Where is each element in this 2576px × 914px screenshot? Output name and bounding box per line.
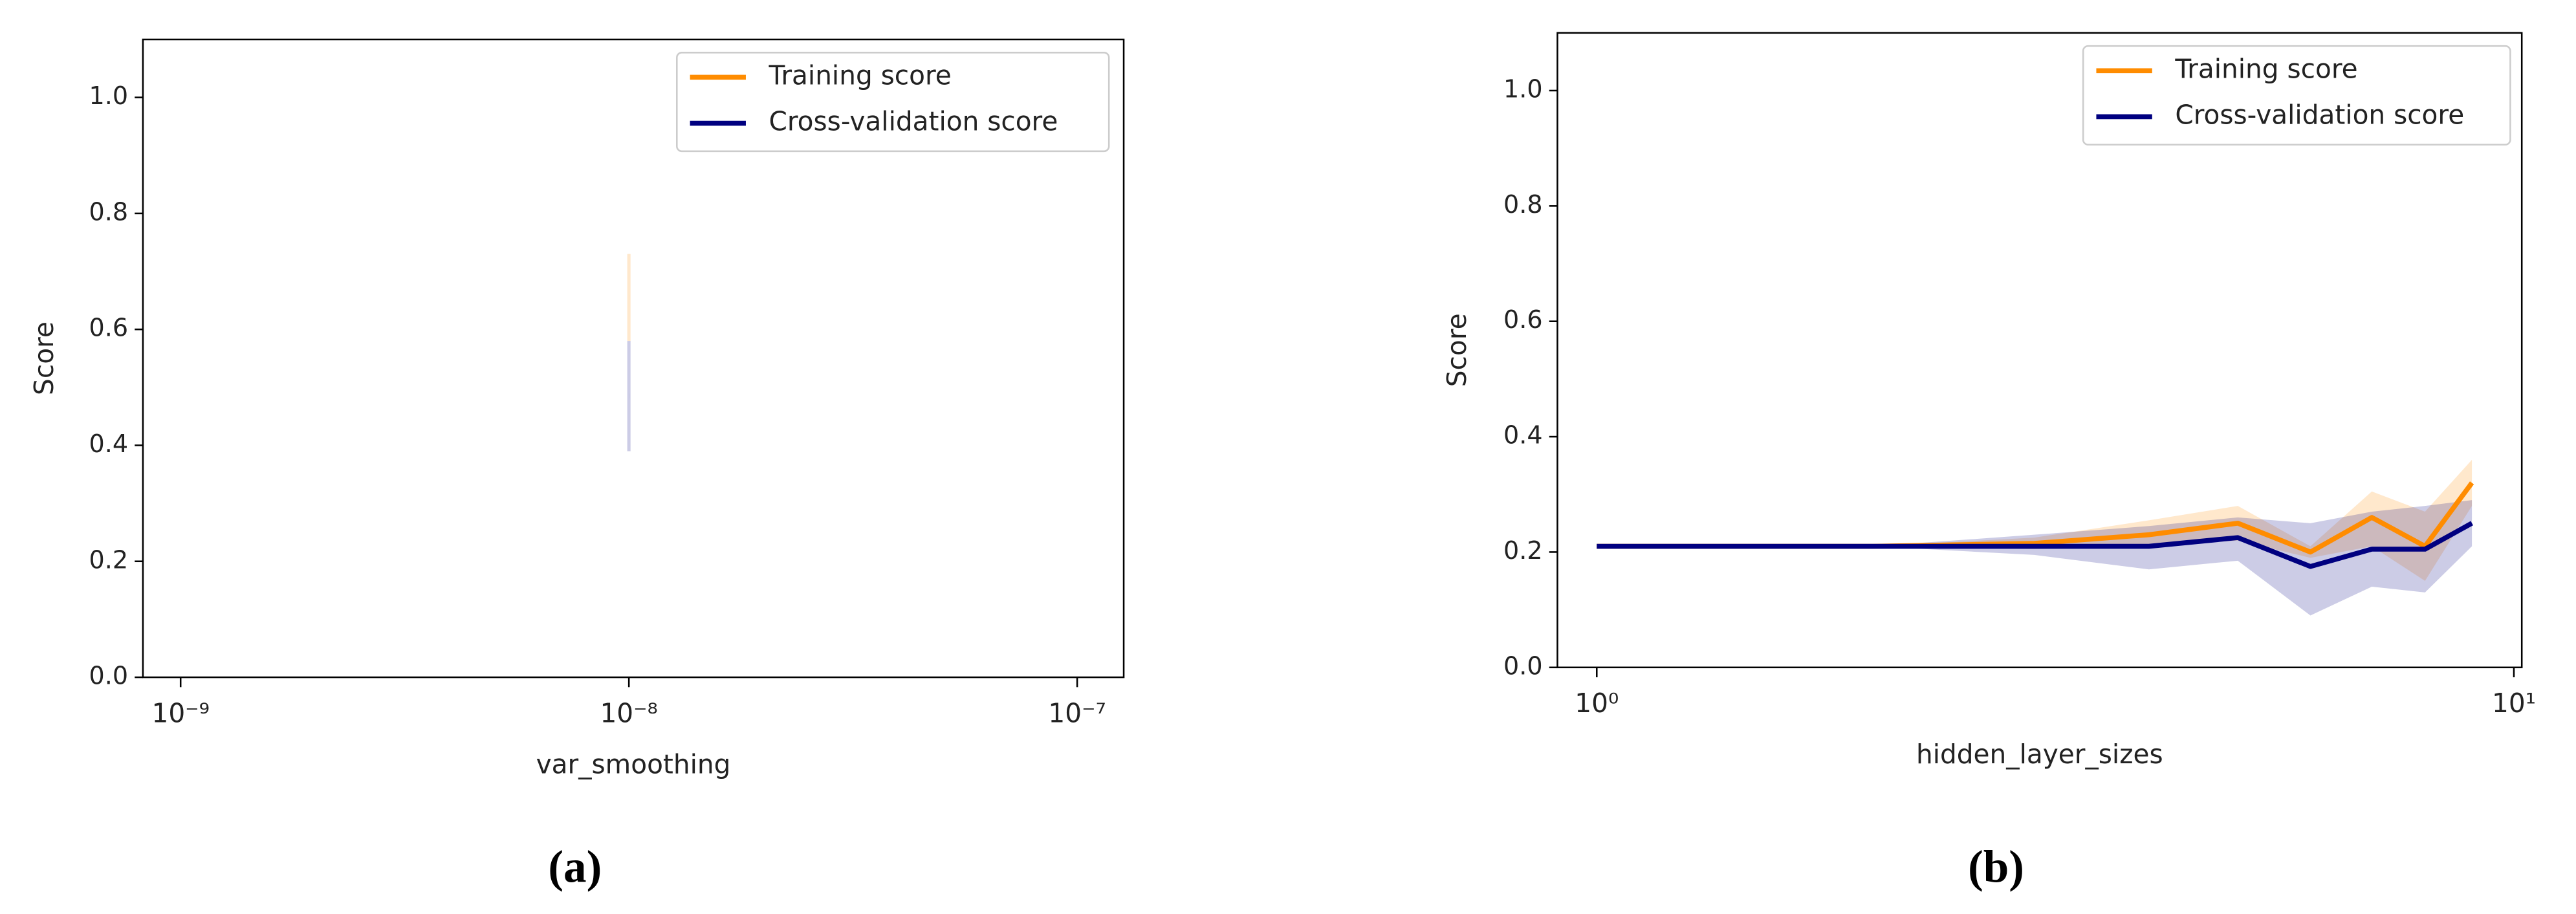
y-tick-label: 1.0 (1503, 74, 1543, 103)
legend-label: Cross-validation score (2175, 99, 2464, 130)
legend-label: Training score (2174, 53, 2357, 84)
plot-frame (142, 38, 1125, 679)
legend-box (2082, 45, 2511, 146)
x-tick-label: 10⁰ (1575, 688, 1619, 719)
x-axis-label: hidden_layer_sizes (1916, 739, 2163, 770)
x-tick-label: 10⁻⁹ (151, 697, 209, 728)
caption: (a) (548, 842, 602, 892)
y-tick-label: 0.4 (1503, 421, 1543, 450)
legend-label: Cross-validation score (769, 106, 1058, 137)
x-tick-label: 10⁻⁸ (600, 697, 657, 728)
y-tick-label: 0.2 (89, 545, 129, 574)
legend-label: Training score (769, 60, 952, 91)
y-axis-label: Score (28, 321, 60, 395)
y-axis-label: Score (1441, 313, 1472, 387)
x-tick-label: 10⁻⁷ (1048, 697, 1106, 728)
y-tick-label: 0.0 (89, 662, 129, 690)
score-line (1597, 521, 2473, 569)
x-tick-label: 10¹ (2492, 688, 2536, 719)
legend-box (676, 52, 1110, 153)
y-tick-label: 1.0 (89, 82, 129, 110)
caption: (b) (1968, 842, 2024, 892)
y-tick-label: 0.8 (89, 197, 129, 226)
y-tick-label: 0.6 (1503, 305, 1543, 334)
y-tick-label: 0.4 (89, 430, 129, 458)
plot-frame (1556, 32, 2523, 669)
y-tick-label: 0.8 (1503, 190, 1543, 219)
y-tick-label: 0.6 (89, 314, 129, 342)
y-tick-label: 0.2 (1503, 536, 1543, 565)
x-axis-label: var_smoothing (536, 748, 731, 779)
y-tick-label: 0.0 (1503, 651, 1543, 680)
